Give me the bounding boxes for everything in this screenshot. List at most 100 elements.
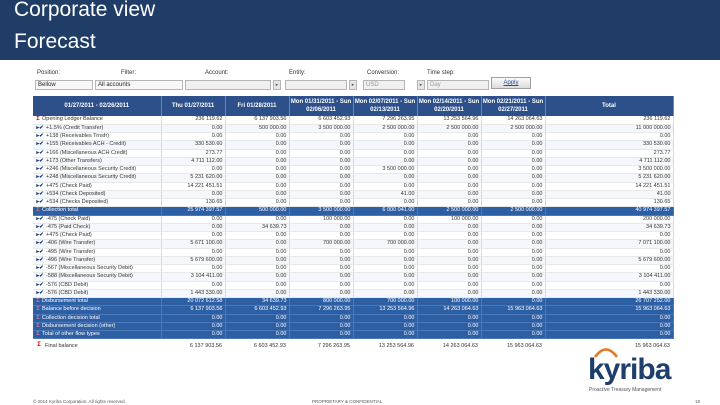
table-cell[interactable]: 0.00 bbox=[225, 272, 290, 282]
table-cell[interactable]: 0.00 bbox=[417, 165, 482, 175]
position-select[interactable]: Bellow bbox=[35, 80, 93, 90]
table-row[interactable]: ▸✔ -406 (Wire Transfer) 5 671 100.00 0.00 70… bbox=[33, 239, 674, 249]
table-cell[interactable]: 0.00 bbox=[161, 314, 226, 323]
table-cell[interactable]: 0.00 bbox=[289, 182, 354, 191]
table-cell[interactable]: 0.00 bbox=[353, 223, 418, 233]
table-cell[interactable]: 25 974 397.57 bbox=[161, 206, 226, 216]
table-row[interactable]: ▸✔ -576 (CBD Debit) 1 443 330.00 0.00 0.00 0.… bbox=[33, 289, 674, 299]
table-cell[interactable]: 0.00 bbox=[225, 281, 290, 290]
column-header[interactable]: Mon 02/07/2011 - Sun 02/13/2011 bbox=[353, 96, 418, 116]
table-cell[interactable]: 0.00 bbox=[225, 165, 290, 175]
table-cell[interactable]: 0.00 bbox=[225, 149, 290, 158]
table-cell[interactable]: 14 221 451.51 bbox=[161, 182, 226, 191]
table-cell[interactable]: 0.00 bbox=[417, 198, 482, 208]
table-cell[interactable]: 0.00 bbox=[417, 281, 482, 290]
table-cell[interactable]: 13 253 564.96 bbox=[353, 305, 418, 315]
column-header[interactable]: Mon 01/31/2011 - Sun 02/06/2011 bbox=[289, 96, 354, 116]
table-cell[interactable]: 0.00 bbox=[417, 149, 482, 158]
table-cell[interactable]: 0.00 bbox=[225, 330, 290, 340]
expand-check-icon[interactable]: ▸✔ bbox=[36, 166, 44, 173]
column-header[interactable]: Fri 01/28/2011 bbox=[225, 96, 290, 116]
table-cell[interactable]: 0.00 bbox=[481, 149, 546, 158]
table-cell[interactable]: 0.00 bbox=[225, 173, 290, 183]
table-cell[interactable]: 0.00 bbox=[289, 140, 354, 150]
expand-check-icon[interactable]: ▸✔ bbox=[36, 240, 44, 247]
table-cell[interactable]: 40 974 397.57 bbox=[545, 206, 674, 216]
table-cell[interactable]: 0.00 bbox=[545, 314, 674, 323]
column-header[interactable]: Mon 02/21/2011 - Sun 02/27/2011 bbox=[481, 96, 546, 116]
expand-check-icon[interactable]: ▸✔ bbox=[36, 273, 44, 280]
column-header[interactable]: 01/27/2011 - 02/26/2011 bbox=[33, 96, 162, 116]
table-cell[interactable]: 273.77 bbox=[161, 149, 226, 158]
table-cell[interactable]: 0.00 bbox=[289, 330, 354, 340]
table-cell[interactable]: 0.00 bbox=[353, 330, 418, 340]
table-cell[interactable]: 34 639.73 bbox=[225, 223, 290, 233]
table-row[interactable]: ▸✔ -475 (Check Paid) 0.00 0.00 100 000.00 0.0… bbox=[33, 215, 674, 224]
table-cell[interactable]: 3 500 000.00 bbox=[545, 165, 674, 175]
table-cell[interactable]: 0.00 bbox=[481, 165, 546, 175]
expand-check-icon[interactable]: ▸✔ bbox=[36, 223, 44, 230]
table-cell[interactable]: 3 104 411.00 bbox=[161, 272, 226, 282]
column-header[interactable]: Mon 02/14/2011 - Sun 02/20/2011 bbox=[417, 96, 482, 116]
table-cell[interactable]: 0.00 bbox=[417, 289, 482, 299]
table-cell[interactable]: 0.00 bbox=[225, 215, 290, 224]
account-picker-button[interactable]: ▸ bbox=[273, 80, 281, 90]
table-row[interactable]: ▸✔ -576 (CBD Debit) 0.00 0.00 0.00 0.00 0.00 0.… bbox=[33, 281, 674, 290]
table-cell[interactable]: 0.00 bbox=[417, 239, 482, 249]
table-cell[interactable]: 0.00 bbox=[481, 140, 546, 150]
table-cell[interactable]: 273.77 bbox=[545, 149, 674, 158]
table-row[interactable]: ▸✔ -496 (Wire Transfer) 5 679 600.00 0.00 0.… bbox=[33, 256, 674, 266]
table-cell[interactable]: 4 711 112.00 bbox=[161, 157, 226, 167]
table-cell[interactable]: 0.00 bbox=[481, 215, 546, 224]
table-cell[interactable]: 0.00 bbox=[353, 173, 418, 183]
table-cell[interactable]: 0.00 bbox=[353, 248, 418, 257]
table-cell[interactable]: 0.00 bbox=[161, 165, 226, 175]
table-cell[interactable]: 0.00 bbox=[289, 190, 354, 200]
table-cell[interactable]: 0.00 bbox=[353, 140, 418, 150]
timestep-select[interactable]: Day bbox=[427, 80, 489, 90]
table-cell[interactable]: 0.00 bbox=[225, 140, 290, 150]
expand-check-icon[interactable]: ▸✔ bbox=[36, 281, 44, 288]
table-cell[interactable]: 0.00 bbox=[353, 272, 418, 282]
expand-check-icon[interactable]: ▸✔ bbox=[36, 141, 44, 148]
table-cell[interactable]: 3 500 000.00 bbox=[289, 206, 354, 216]
table-cell[interactable]: 2 500 000.00 bbox=[417, 206, 482, 216]
table-cell[interactable]: 14 263 064.63 bbox=[481, 116, 546, 125]
table-cell[interactable]: 0.00 bbox=[417, 157, 482, 167]
table-cell[interactable]: 14 263 064.63 bbox=[417, 305, 482, 315]
expand-check-icon[interactable]: ▸✔ bbox=[36, 215, 44, 222]
expand-check-icon[interactable]: ▸✔ bbox=[36, 248, 44, 255]
table-cell[interactable]: 0.00 bbox=[161, 248, 226, 257]
expand-check-icon[interactable]: ▸✔ bbox=[36, 232, 44, 239]
table-cell[interactable]: 0.00 bbox=[161, 231, 226, 241]
table-cell[interactable]: 0.00 bbox=[481, 198, 546, 208]
table-cell[interactable]: 100 000.00 bbox=[417, 297, 482, 307]
table-cell[interactable]: 0.00 bbox=[481, 289, 546, 299]
table-cell[interactable]: 0.00 bbox=[289, 322, 354, 332]
table-cell[interactable]: 2 500 000.00 bbox=[481, 206, 546, 216]
table-cell[interactable]: 330 530.60 bbox=[161, 140, 226, 150]
table-cell[interactable]: 14 221 451.51 bbox=[545, 182, 674, 191]
table-cell[interactable]: 0.00 bbox=[161, 264, 226, 274]
table-cell[interactable]: 6 603 452.93 bbox=[289, 116, 354, 125]
table-row[interactable]: ▸✔ +246 (Miscellaneous Security Credit) 0.… bbox=[33, 165, 674, 175]
table-cell[interactable]: 0.00 bbox=[417, 182, 482, 191]
table-cell[interactable]: 0.00 bbox=[353, 215, 418, 224]
table-cell[interactable]: 700 000.00 bbox=[353, 239, 418, 249]
table-cell[interactable]: 100 000.00 bbox=[289, 215, 354, 224]
table-cell[interactable]: 1 443 330.00 bbox=[161, 289, 226, 299]
table-row[interactable]: ▸✔ +475 (Check Paid) 0.00 0.00 0.00 0.00 0.00 0… bbox=[33, 231, 674, 241]
timestep-icon[interactable]: ▸ bbox=[417, 80, 425, 90]
expand-check-icon[interactable]: ▸✔ bbox=[36, 182, 44, 189]
table-cell[interactable]: 0.00 bbox=[161, 281, 226, 290]
table-cell[interactable]: 0.00 bbox=[417, 140, 482, 150]
table-cell[interactable]: 0.00 bbox=[545, 231, 674, 241]
table-cell[interactable]: 0.00 bbox=[353, 256, 418, 266]
table-cell[interactable]: 3 500 000.00 bbox=[353, 165, 418, 175]
table-cell[interactable]: 0.00 bbox=[161, 223, 226, 233]
table-cell[interactable]: 800 000.00 bbox=[289, 297, 354, 307]
table-cell[interactable]: 34 639.73 bbox=[545, 223, 674, 233]
expand-check-icon[interactable]: ▸✔ bbox=[36, 157, 44, 164]
total-row[interactable]: Σ Collection decision total 0.00 0.00 0.00 0.… bbox=[33, 314, 674, 323]
expand-check-icon[interactable]: ▸✔ bbox=[36, 133, 44, 140]
